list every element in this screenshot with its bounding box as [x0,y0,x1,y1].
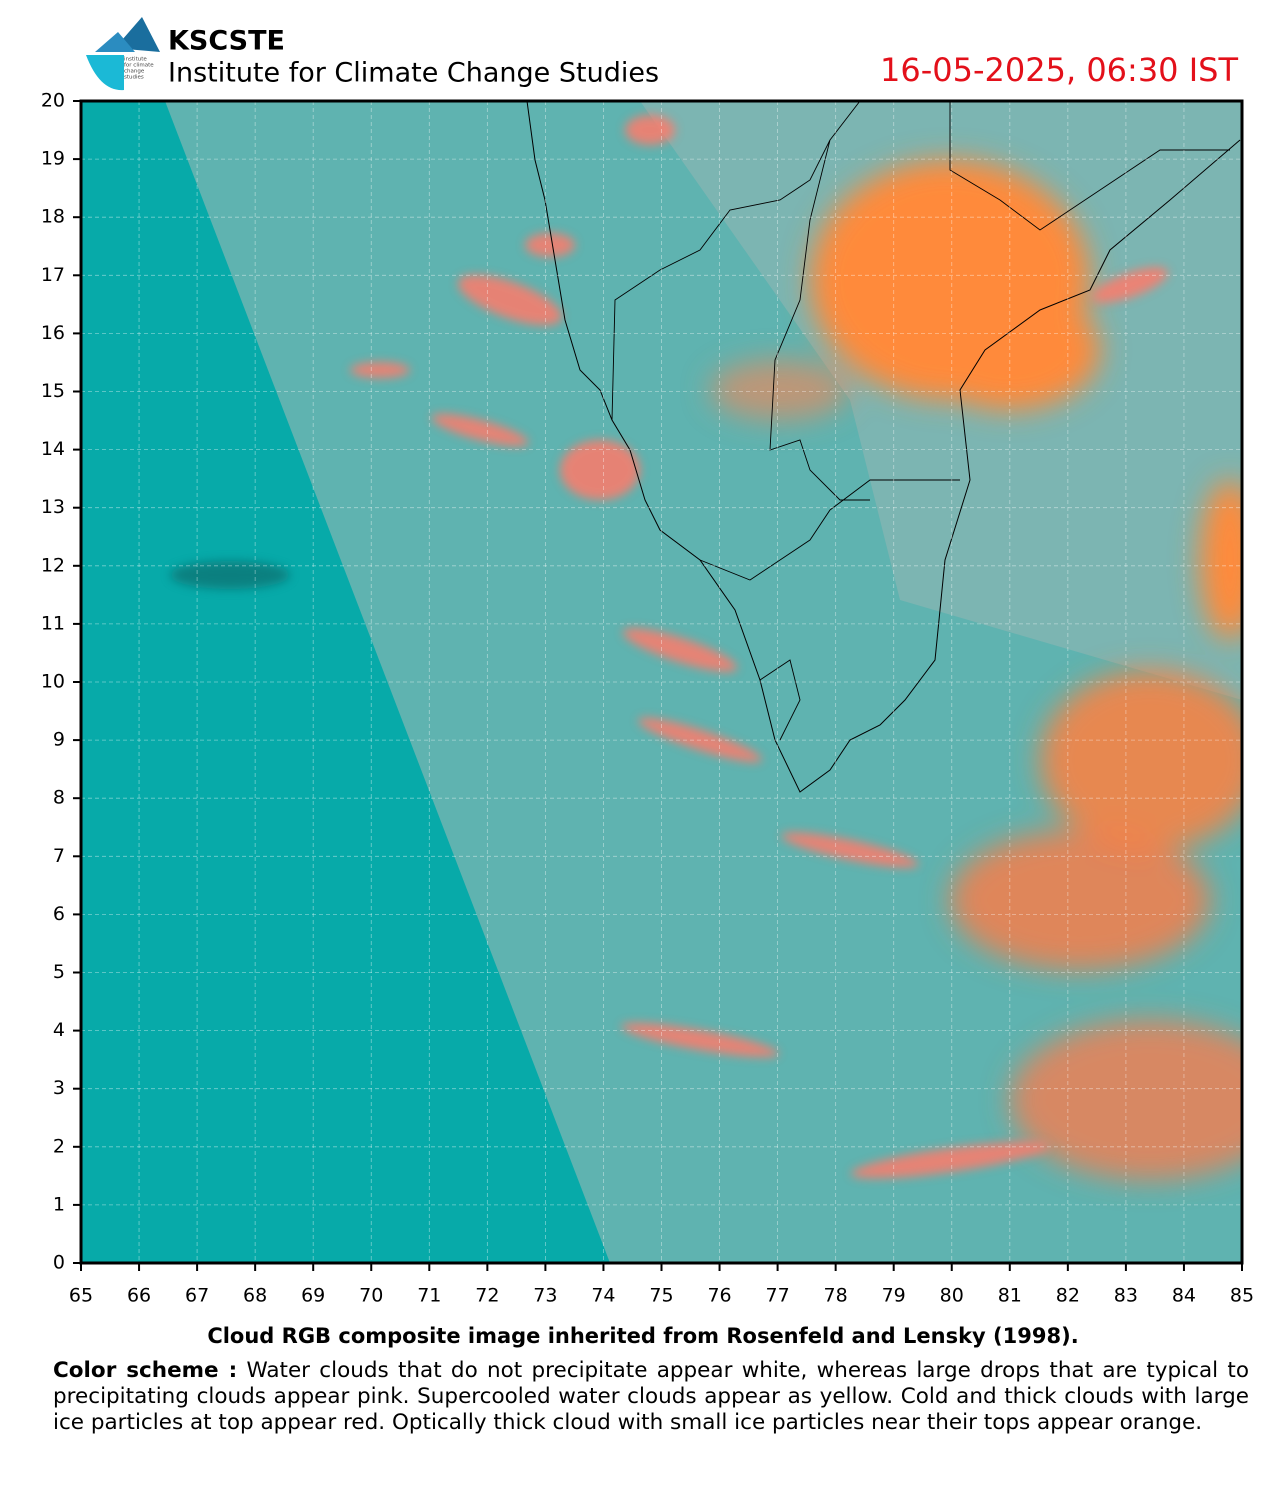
y-tick-label: 7 [53,845,65,867]
y-tick-label: 5 [53,961,65,983]
x-tick-label: 81 [998,1285,1022,1307]
y-tick-label: 9 [53,729,65,751]
x-tick-label: 76 [707,1285,731,1307]
scheme-label: Color scheme : [53,1358,238,1383]
y-tick-label: 15 [41,380,65,402]
caption-text: Color scheme : Water clouds that do not … [53,1358,1249,1436]
y-tick-label: 13 [41,496,65,518]
y-tick-label: 6 [53,903,65,925]
x-tick-label: 70 [359,1285,383,1307]
y-tick-label: 0 [53,1252,65,1274]
y-tick-label: 16 [41,322,65,344]
y-tick-label: 8 [53,787,65,809]
x-tick-label: 71 [417,1285,441,1307]
org-name: KSCSTE [168,26,285,57]
x-tick-label: 69 [301,1285,325,1307]
y-tick-label: 18 [41,206,65,228]
logo [86,17,160,91]
caption-title: Cloud RGB composite image inherited from… [207,1324,1079,1348]
y-tick-label: 19 [41,148,65,170]
x-tick-label: 65 [69,1285,93,1307]
x-tick-label: 75 [649,1285,673,1307]
x-tick-label: 74 [591,1285,615,1307]
timestamp: 16-05-2025, 06:30 IST [880,51,1238,89]
x-tick-label: 82 [1056,1285,1080,1307]
logo-text: institute [124,57,147,63]
x-tick-label: 68 [243,1285,267,1307]
y-tick-label: 17 [41,264,65,286]
x-tick-label: 72 [475,1285,499,1307]
y-tick-label: 14 [41,438,65,460]
logo-text: change [124,69,145,75]
x-tick-label: 85 [1230,1285,1254,1307]
logo-text: studies [124,75,144,81]
x-tick-label: 78 [824,1285,848,1307]
y-tick-label: 10 [41,671,65,693]
y-tick-label: 11 [41,612,65,634]
y-tick-label: 1 [53,1193,65,1215]
y-tick-label: 12 [41,554,65,576]
x-tick-label: 83 [1114,1285,1138,1307]
institute-name: Institute for Climate Change Studies [168,58,659,89]
x-tick-label: 73 [533,1285,557,1307]
x-tick-label: 77 [766,1285,790,1307]
y-tick-label: 3 [53,1077,65,1099]
satellite-image [81,101,1242,1263]
x-tick-label: 84 [1172,1285,1196,1307]
scheme-text: Water clouds that do not precipitate app… [53,1358,1249,1435]
y-tick-label: 2 [53,1135,65,1157]
x-tick-label: 79 [882,1285,906,1307]
logo-text: for climate [124,63,154,69]
x-tick-label: 67 [185,1285,209,1307]
x-tick-label: 80 [940,1285,964,1307]
x-tick-label: 66 [127,1285,151,1307]
y-tick-label: 20 [41,90,65,112]
y-tick-label: 4 [53,1019,65,1041]
